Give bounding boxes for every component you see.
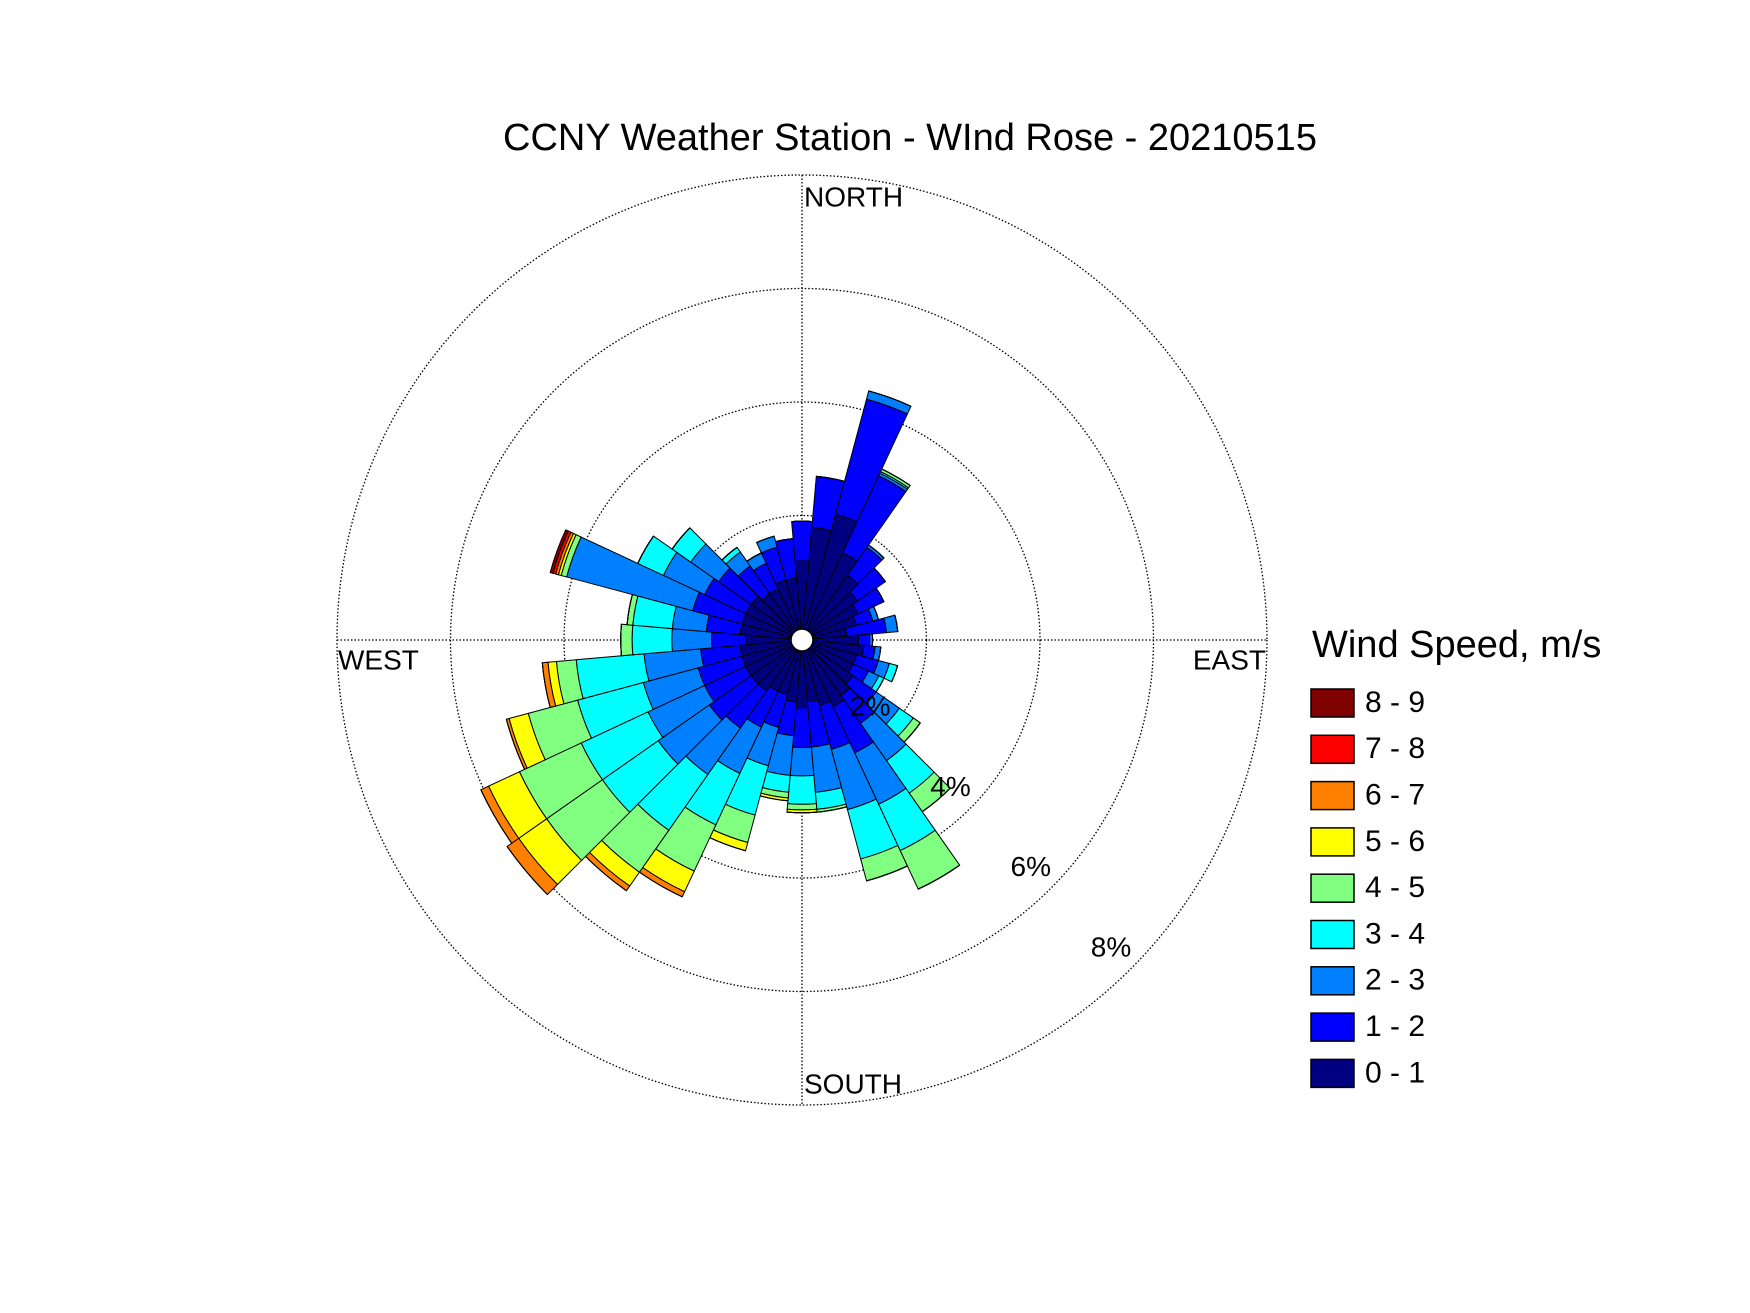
wedge xyxy=(756,535,775,544)
wedge xyxy=(868,544,885,559)
legend-swatch xyxy=(1310,827,1355,857)
legend-title: Wind Speed, m/s xyxy=(1312,624,1601,666)
wedge xyxy=(787,774,817,805)
legend-label: 0 - 1 xyxy=(1365,1056,1425,1089)
wedge xyxy=(786,803,818,811)
grid-ring xyxy=(563,401,1041,879)
wedge xyxy=(620,623,634,657)
wedge xyxy=(891,665,899,683)
center-hole xyxy=(790,628,814,652)
legend: 0 - 1 1 - 2 2 - 3 3 - 4 4 - 5 5 - 6 6 - 7 7 - 8… xyxy=(1310,686,1425,1089)
legend-label: 5 - 6 xyxy=(1365,825,1425,858)
wedge xyxy=(480,789,513,844)
legend-label: 6 - 7 xyxy=(1365,779,1425,812)
r-tick-label: 6% xyxy=(1011,851,1051,882)
legend-swatch xyxy=(1310,1012,1355,1042)
wedge xyxy=(857,633,871,647)
north-label: NORTH xyxy=(804,181,903,212)
wedge xyxy=(549,529,569,574)
east-label: EAST xyxy=(1193,644,1266,675)
r-tick-label: 8% xyxy=(1091,931,1131,962)
legend-label: 4 - 5 xyxy=(1365,871,1425,904)
legend-swatch xyxy=(1310,873,1355,903)
r-tick-label: 2% xyxy=(850,691,890,722)
legend-label: 3 - 4 xyxy=(1365,917,1425,950)
rings xyxy=(336,174,1268,1106)
axes: 2% 4% 6% 8% xyxy=(850,691,1131,963)
wedge xyxy=(881,468,911,486)
legend-label: 8 - 9 xyxy=(1365,686,1425,719)
legend-label: 2 - 3 xyxy=(1365,964,1425,997)
south-label: SOUTH xyxy=(804,1068,902,1099)
legend-label: 7 - 8 xyxy=(1365,732,1425,765)
wedge xyxy=(868,390,912,407)
legend-swatch xyxy=(1310,780,1355,811)
wedge xyxy=(506,846,548,895)
chart-title: CCNY Weather Station - WInd Rose - 20210… xyxy=(503,117,1317,159)
r-tick-label: 4% xyxy=(930,771,970,802)
legend-label: 1 - 2 xyxy=(1365,1010,1425,1043)
legend-swatch xyxy=(1310,688,1355,718)
wedge xyxy=(671,527,691,550)
legend-swatch xyxy=(1310,966,1355,996)
west-label: WEST xyxy=(338,644,419,675)
wedge xyxy=(789,746,815,777)
legend-swatch xyxy=(1310,734,1355,765)
wedge xyxy=(894,614,899,632)
wedges xyxy=(480,390,961,898)
wedge xyxy=(786,811,818,814)
wedge xyxy=(631,624,673,656)
legend-swatch xyxy=(1310,1058,1355,1089)
legend-swatch xyxy=(1310,919,1355,950)
